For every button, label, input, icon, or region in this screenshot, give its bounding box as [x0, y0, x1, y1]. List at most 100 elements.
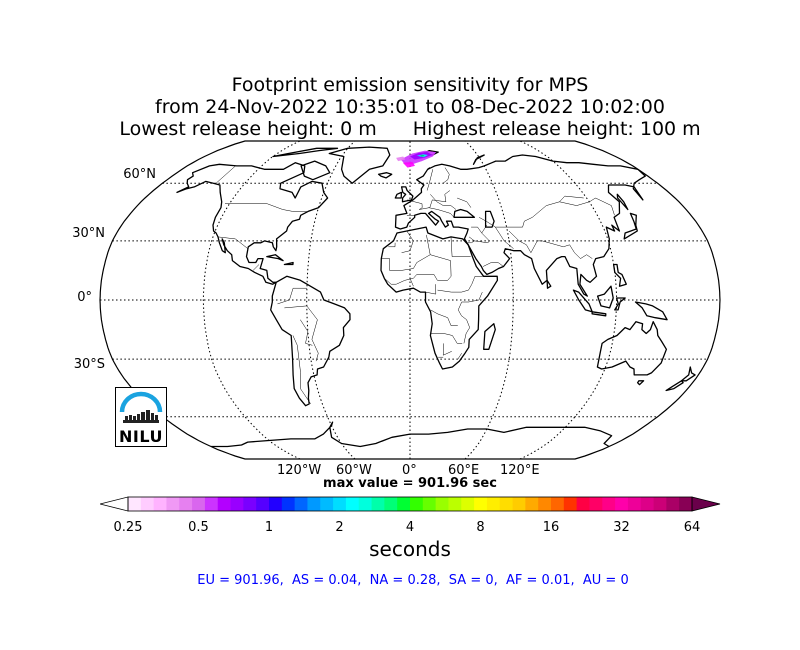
colorbar-tick-label: 0.5 [188, 520, 209, 535]
colorbar-cell [602, 497, 616, 511]
coast-sulawesi [614, 297, 626, 311]
border-27 [381, 254, 431, 271]
lat-label-0: 0° [77, 290, 92, 305]
border-36 [442, 343, 452, 356]
colorbar-under-extension [100, 496, 129, 512]
colorbar-cell [397, 497, 411, 511]
country-borders [215, 165, 615, 405]
colorbar-tick-label: 64 [683, 520, 701, 535]
lat-label-30n: 30°N [72, 226, 105, 241]
meridian-line [306, 141, 356, 459]
coast-madagascar [483, 323, 496, 350]
coast-novaya [472, 154, 485, 165]
coast-hispaniola [283, 261, 294, 266]
colorbar-tick-label: 8 [476, 520, 485, 535]
colorbar-cell [140, 497, 155, 511]
border-34 [430, 309, 458, 326]
colorbar-cell [486, 497, 501, 511]
coast-uk [400, 186, 414, 203]
lon-label-60w: 60°W [336, 463, 372, 478]
border-9 [406, 190, 451, 210]
nilu-logo-icon [119, 391, 163, 423]
border-22 [482, 262, 504, 267]
border-29 [409, 278, 414, 287]
coast-greenland [328, 146, 391, 184]
border-39 [559, 195, 584, 202]
colorbar-cell [166, 497, 180, 511]
meridian-line [202, 141, 301, 459]
nilu-logo-text: NILU [119, 427, 163, 446]
colorbar-cell [422, 497, 437, 511]
colorbar-cell [333, 497, 347, 511]
coast-sakhalin [616, 193, 629, 211]
coast-cuba [266, 254, 284, 262]
border-15 [478, 197, 615, 228]
coast-black-sea [453, 208, 476, 218]
lon-label-120w: 120°W [277, 463, 322, 478]
colorbar-cell [153, 497, 167, 511]
border-21 [474, 240, 490, 244]
border-2 [217, 236, 249, 249]
border-17 [508, 230, 593, 259]
border-13 [426, 169, 434, 191]
coast-philippines [612, 263, 627, 287]
border-32 [468, 276, 484, 291]
colorbar-tick-label: 0.25 [113, 520, 143, 535]
colorbar-cell [410, 497, 424, 511]
coast-antarctica [211, 421, 613, 448]
colorbar-cell [384, 497, 398, 511]
footprint-contour-4 [402, 161, 415, 168]
colorbar-cell [499, 497, 513, 511]
border-1 [215, 165, 236, 184]
colorbar-cell [576, 497, 590, 511]
colorbar-cell [256, 497, 270, 511]
border-5 [284, 305, 319, 362]
border-37 [457, 353, 462, 360]
colorbar-cell [204, 497, 219, 511]
lon-label-60e: 60°E [448, 463, 480, 478]
border-4 [292, 335, 311, 405]
colorbar-cell [307, 497, 321, 511]
border-28 [384, 274, 452, 285]
colorbar-cell [461, 497, 475, 511]
border-31 [437, 289, 469, 293]
title-line-2: from 24-Nov-2022 10:35:01 to 08-Dec-2022… [155, 96, 665, 118]
border-35 [430, 333, 463, 344]
colorbar-tick-label: 2 [335, 520, 344, 535]
border-7 [277, 287, 307, 305]
footprint-contour-5 [396, 156, 406, 162]
colorbar-cell [243, 497, 257, 511]
border-18 [471, 226, 490, 242]
colorbar-tick-label: 32 [613, 520, 630, 535]
colorbar-cell [666, 497, 680, 511]
border-3 [252, 264, 260, 271]
world-map [99, 140, 721, 460]
colorbar-cell [589, 497, 603, 511]
border-16 [495, 226, 514, 249]
colorbar-cell [345, 497, 360, 511]
coast-north-america [176, 162, 329, 285]
coast-iceland [377, 172, 393, 179]
colorbar-cell [358, 497, 372, 511]
coast-australia [596, 321, 668, 376]
colorbar-cell [269, 497, 283, 511]
footprint-contour-3 [420, 155, 425, 157]
colorbar-cell [551, 497, 565, 511]
graticule [100, 141, 720, 459]
border-11 [428, 207, 455, 218]
meridian-line [519, 141, 618, 459]
coast-scandinavia-north [427, 167, 431, 170]
colorbar-over-extension [691, 496, 721, 512]
colorbar-units: seconds [369, 537, 451, 561]
coast-baffin [300, 160, 331, 181]
coast-new-zealand-s [665, 380, 684, 392]
highest-release-height: Highest release height: 100 m [412, 118, 701, 140]
lowest-release-height: Lowest release height: 0 m [119, 118, 377, 140]
coast-africa [380, 226, 499, 370]
colorbar-cell [538, 497, 552, 511]
max-value-label: max value = 901.96 sec [323, 476, 497, 491]
footprint-plume [396, 150, 437, 168]
coast-arctic-isl [272, 147, 339, 158]
colorbar [100, 496, 721, 512]
coast-arabia-fix [463, 238, 469, 246]
